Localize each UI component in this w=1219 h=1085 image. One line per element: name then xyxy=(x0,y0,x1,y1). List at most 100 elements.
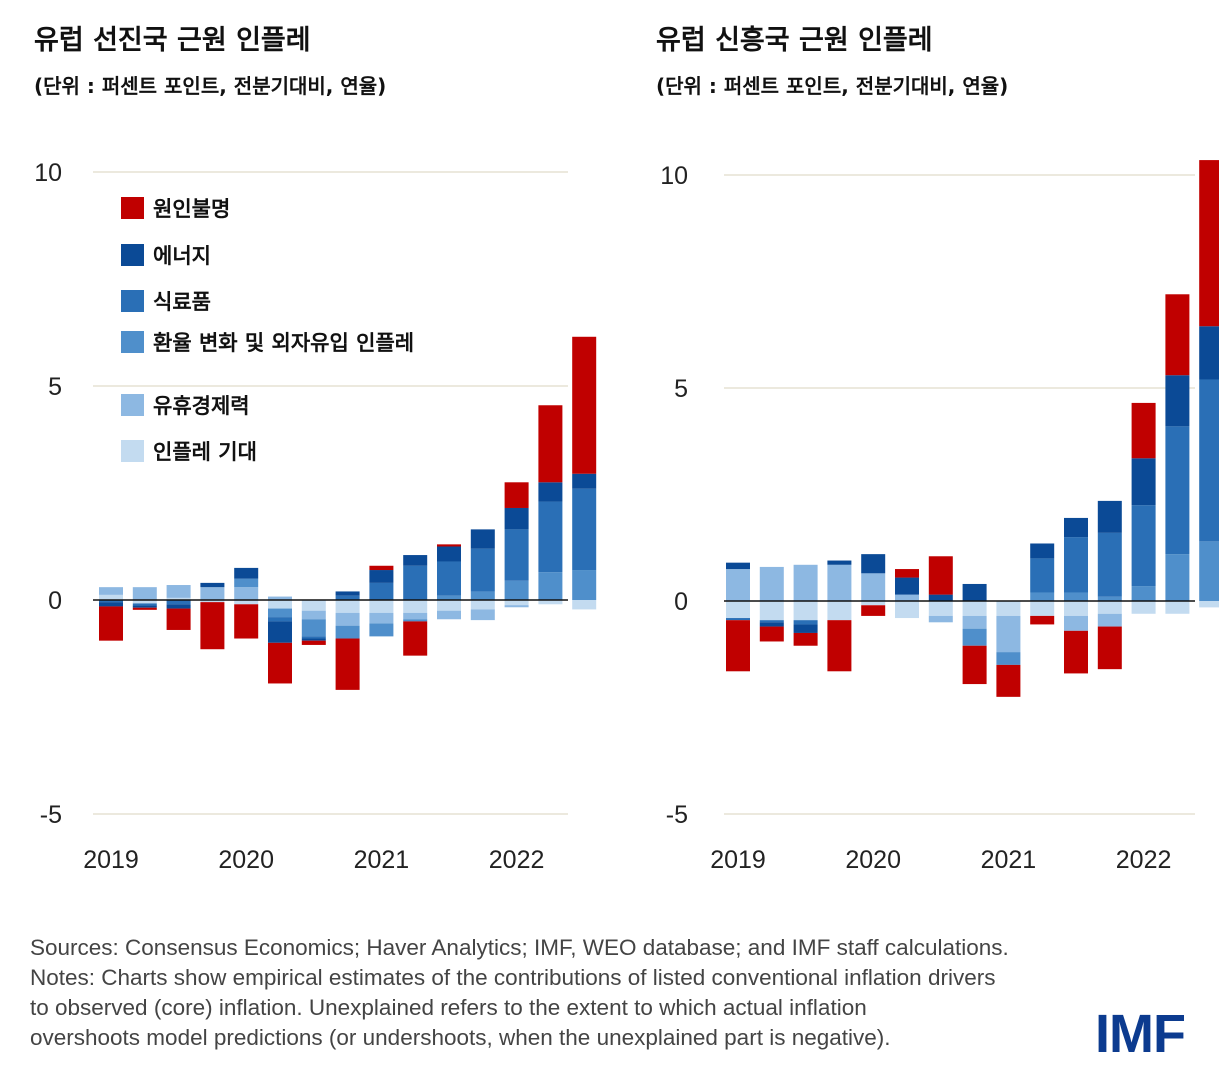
bar-segment-food xyxy=(1064,537,1088,593)
bar-segment-slack xyxy=(1097,613,1122,627)
bar-segment-slack xyxy=(132,587,157,600)
bar-segment-slack xyxy=(403,612,428,620)
legend-swatch-food xyxy=(121,290,144,312)
bar-segment-expectations xyxy=(403,600,428,613)
bar-segment-unexplained xyxy=(538,405,563,483)
bar-segment-unexplained xyxy=(301,640,326,645)
bar-segment-food xyxy=(759,620,784,623)
bar-segment-energy xyxy=(1064,517,1088,538)
bar-segment-unexplained xyxy=(793,632,818,646)
bar-segment-unexplained xyxy=(132,607,157,610)
bar-segment-expectations xyxy=(726,601,750,619)
bar-segment-slack xyxy=(470,609,495,621)
bar-segment-slack xyxy=(369,612,394,624)
y-tick-label: 5 xyxy=(674,375,688,403)
bar-segment-food xyxy=(403,565,428,600)
bar-segment-slack xyxy=(234,587,259,600)
bar-segment-expectations xyxy=(369,600,394,613)
bar-segment-unexplained xyxy=(234,604,259,639)
legend-swatch-unexplained xyxy=(121,197,144,219)
bar-segment-energy xyxy=(793,624,818,633)
bar-segment-expectations xyxy=(504,600,529,606)
bar-segment-expectations xyxy=(1165,601,1190,614)
bar-segment-slack xyxy=(200,587,225,600)
bar-segment-expectations xyxy=(996,601,1021,616)
bar-segment-energy xyxy=(759,622,784,627)
bar-segment-slack xyxy=(827,564,852,601)
y-tick-label: 10 xyxy=(660,162,688,190)
bar-segment-expectations xyxy=(1131,601,1156,614)
bar-segment-food xyxy=(793,620,818,625)
bar-segment-exchange_rate xyxy=(1131,586,1156,601)
bar-segment-food xyxy=(470,548,495,592)
bar-segment-slack xyxy=(268,596,292,600)
notes-line: Notes: Charts show empirical estimates o… xyxy=(30,965,996,990)
bar-segment-unexplained xyxy=(268,642,292,684)
bar-segment-energy xyxy=(403,555,428,566)
y-tick-label: 5 xyxy=(48,373,62,401)
chart-panel-emerging-europe: 유럽 신흥국 근원 인플레 (단위 : 퍼센트 포인트, 전분기대비, 연율) … xyxy=(620,0,1219,880)
bar-segment-unexplained xyxy=(166,608,191,630)
bar-segment-energy xyxy=(99,602,123,607)
bar-segment-expectations xyxy=(1030,601,1055,616)
bar-segment-expectations xyxy=(301,600,326,611)
bar-segment-unexplained xyxy=(437,544,461,547)
bar-segment-exchange_rate xyxy=(437,595,461,600)
bar-segment-expectations xyxy=(793,601,818,621)
bar-segment-unexplained xyxy=(369,565,394,571)
bar-segment-energy xyxy=(369,570,394,583)
bar-segment-slack xyxy=(996,615,1021,653)
bar-segment-unexplained xyxy=(759,626,784,642)
bar-segment-slack xyxy=(335,612,360,626)
bar-segment-slack xyxy=(793,564,818,601)
y-tick-label: -5 xyxy=(40,801,62,829)
bar-segment-expectations xyxy=(200,600,225,603)
bar-segment-expectations xyxy=(962,601,987,616)
bar-segment-unexplained xyxy=(1165,294,1190,376)
bar-segment-exchange_rate xyxy=(301,619,326,637)
bar-segment-food xyxy=(1097,532,1122,597)
bar-segment-food xyxy=(268,617,292,622)
x-tick-label: 2020 xyxy=(218,846,274,874)
bar-segment-slack xyxy=(504,605,529,608)
legend-swatch-exchange_rate xyxy=(121,331,144,353)
sources-line: Sources: Consensus Economics; Haver Anal… xyxy=(30,935,1009,960)
bar-segment-unexplained xyxy=(200,602,225,650)
x-tick-label: 2019 xyxy=(83,846,139,874)
y-tick-label: 10 xyxy=(34,159,62,187)
legend-label-exchange_rate: 환율 변화 및 외자유입 인플레 xyxy=(153,331,414,355)
bar-segment-unexplained xyxy=(1064,630,1088,674)
bar-segment-expectations xyxy=(1097,601,1122,614)
bar-segment-exchange_rate xyxy=(1064,592,1088,601)
bar-segment-slack xyxy=(759,566,784,601)
bar-segment-exchange_rate xyxy=(1030,592,1055,601)
source-notes: Sources: Consensus Economics; Haver Anal… xyxy=(30,933,1180,1053)
bar-segment-expectations xyxy=(759,601,784,621)
chart-title: 유럽 선진국 근원 인플레 xyxy=(34,25,311,56)
legend-swatch-energy xyxy=(121,244,144,266)
bar-segment-energy xyxy=(1165,375,1190,427)
bar-segment-unexplained xyxy=(504,482,529,508)
bar-segment-energy xyxy=(1030,543,1055,559)
bar-segment-energy xyxy=(962,583,987,601)
bar-segment-energy xyxy=(1131,458,1156,506)
bar-segment-exchange_rate xyxy=(504,580,529,600)
bar-segment-expectations xyxy=(1064,601,1088,616)
bar-segment-energy xyxy=(301,638,326,641)
bar-segment-energy xyxy=(234,567,259,579)
bar-segment-expectations xyxy=(234,600,259,605)
bar-segment-exchange_rate xyxy=(996,652,1021,665)
bar-segment-energy xyxy=(132,605,157,608)
bar-segment-expectations xyxy=(538,600,563,605)
bar-segment-unexplained xyxy=(895,569,919,578)
bar-segment-expectations xyxy=(268,600,292,609)
bar-segment-expectations xyxy=(99,594,123,600)
bar-segment-exchange_rate xyxy=(268,608,292,618)
bar-segment-exchange_rate xyxy=(1199,541,1219,601)
bar-segment-unexplained xyxy=(1199,160,1219,327)
x-tick-label: 2021 xyxy=(354,846,410,874)
bar-segment-food xyxy=(301,636,326,639)
chart-panel-advanced-europe: 유럽 선진국 근원 인플레 (단위 : 퍼센트 포인트, 전분기대비, 연율) … xyxy=(0,0,600,880)
bar-segment-unexplained xyxy=(962,645,987,685)
